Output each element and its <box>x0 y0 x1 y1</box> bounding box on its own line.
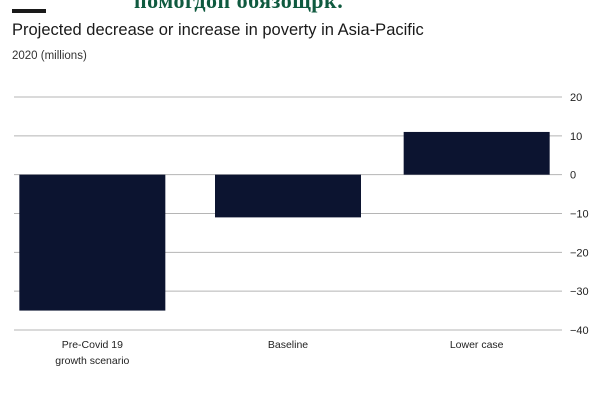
category-label: Lower case <box>450 339 504 351</box>
chart-title: Projected decrease or increase in povert… <box>12 21 424 39</box>
bar <box>19 174 166 311</box>
category-label: Baseline <box>268 339 308 351</box>
bar <box>403 131 550 175</box>
chart-subtitle: 2020 (millions) <box>12 50 87 62</box>
y-tick-label: −20 <box>570 247 589 259</box>
bars <box>19 131 550 311</box>
bar <box>215 174 361 218</box>
category-labels: Pre-Covid 19 growth scenario Baseline Lower… <box>55 339 503 367</box>
category-label: Pre-Covid 19 <box>62 339 123 351</box>
y-tick-label: 10 <box>570 131 582 143</box>
banner-rule <box>12 9 46 13</box>
y-tick-labels: 20 10 0 −10 −20 −30 −40 <box>570 92 589 337</box>
category-label: growth scenario <box>55 355 129 367</box>
banner-text: помогдоп обязощрк. <box>134 0 344 13</box>
y-tick-label: −40 <box>570 325 589 337</box>
y-tick-label: −10 <box>570 209 589 221</box>
y-tick-label: 20 <box>570 92 582 104</box>
top-banner: помогдоп обязощрк. <box>0 0 606 14</box>
y-tick-label: −30 <box>570 286 589 298</box>
y-tick-label: 0 <box>570 170 576 182</box>
